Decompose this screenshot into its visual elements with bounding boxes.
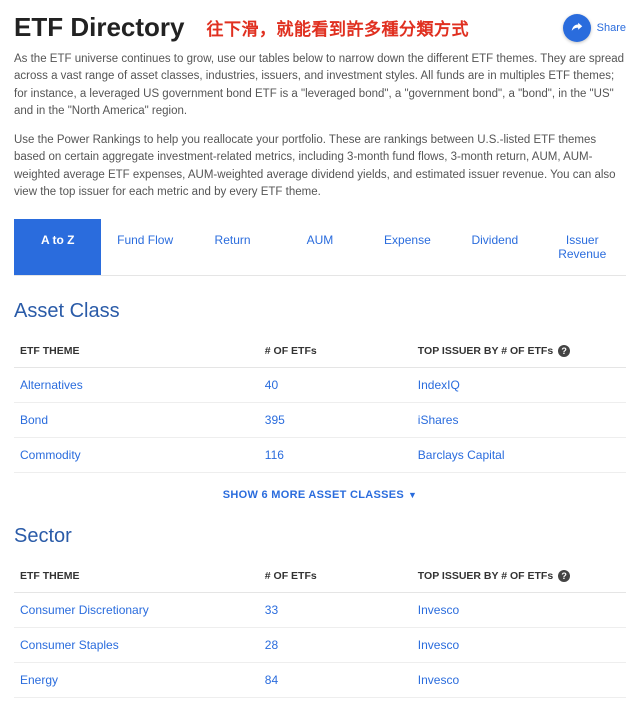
etf-count[interactable]: 33 bbox=[259, 593, 412, 628]
theme-link[interactable]: Consumer Staples bbox=[14, 628, 259, 663]
column-header-theme: ETF THEME bbox=[14, 337, 259, 368]
theme-link[interactable]: Bond bbox=[14, 403, 259, 438]
issuer-link[interactable]: IndexIQ bbox=[412, 368, 626, 403]
table-row: Energy84Invesco bbox=[14, 663, 626, 698]
tab-a-to-z[interactable]: A to Z bbox=[14, 219, 101, 275]
intro-paragraph-2: Use the Power Rankings to help you reall… bbox=[14, 132, 626, 201]
issuer-link[interactable]: iShares bbox=[412, 403, 626, 438]
tab-issuer-revenue[interactable]: Issuer Revenue bbox=[539, 219, 626, 275]
tab-fund-flow[interactable]: Fund Flow bbox=[101, 219, 188, 275]
tab-expense[interactable]: Expense bbox=[364, 219, 451, 275]
column-header-theme: ETF THEME bbox=[14, 562, 259, 593]
table-row: Commodity116Barclays Capital bbox=[14, 438, 626, 473]
etf-count[interactable]: 395 bbox=[259, 403, 412, 438]
etf-count[interactable]: 28 bbox=[259, 628, 412, 663]
issuer-link[interactable]: Invesco bbox=[412, 663, 626, 698]
issuer-link[interactable]: Invesco bbox=[412, 628, 626, 663]
table-row: Bond395iShares bbox=[14, 403, 626, 438]
column-header-count: # OF ETFs bbox=[259, 337, 412, 368]
theme-link[interactable]: Energy bbox=[14, 663, 259, 698]
column-header-count: # OF ETFs bbox=[259, 562, 412, 593]
table-row: Alternatives40IndexIQ bbox=[14, 368, 626, 403]
data-table: ETF THEME# OF ETFsTOP ISSUER BY # OF ETF… bbox=[14, 562, 626, 698]
column-header-issuer: TOP ISSUER BY # OF ETFs ? bbox=[412, 337, 626, 368]
column-header-issuer: TOP ISSUER BY # OF ETFs ? bbox=[412, 562, 626, 593]
issuer-link[interactable]: Invesco bbox=[412, 593, 626, 628]
tab-aum[interactable]: AUM bbox=[276, 219, 363, 275]
table-row: Consumer Discretionary33Invesco bbox=[14, 593, 626, 628]
etf-count[interactable]: 116 bbox=[259, 438, 412, 473]
page-title: ETF Directory bbox=[14, 12, 185, 43]
share-label[interactable]: Share bbox=[597, 22, 626, 34]
etf-count[interactable]: 84 bbox=[259, 663, 412, 698]
help-icon[interactable]: ? bbox=[558, 570, 570, 582]
annotation-text: 往下滑，就能看到許多種分類方式 bbox=[207, 15, 470, 40]
section-title: Sector bbox=[14, 525, 626, 548]
intro-paragraph-1: As the ETF universe continues to grow, u… bbox=[14, 51, 626, 120]
issuer-link[interactable]: Barclays Capital bbox=[412, 438, 626, 473]
theme-link[interactable]: Commodity bbox=[14, 438, 259, 473]
etf-count[interactable]: 40 bbox=[259, 368, 412, 403]
chevron-down-icon: ▼ bbox=[408, 490, 417, 500]
tab-return[interactable]: Return bbox=[189, 219, 276, 275]
share-button[interactable] bbox=[563, 14, 591, 42]
show-more-button[interactable]: SHOW 6 MORE ASSET CLASSES▼ bbox=[14, 479, 626, 525]
theme-link[interactable]: Consumer Discretionary bbox=[14, 593, 259, 628]
tab-dividend[interactable]: Dividend bbox=[451, 219, 538, 275]
section-title: Asset Class bbox=[14, 300, 626, 323]
theme-link[interactable]: Alternatives bbox=[14, 368, 259, 403]
tab-bar: A to ZFund FlowReturnAUMExpenseDividendI… bbox=[14, 219, 626, 276]
data-table: ETF THEME# OF ETFsTOP ISSUER BY # OF ETF… bbox=[14, 337, 626, 473]
help-icon[interactable]: ? bbox=[558, 345, 570, 357]
share-icon bbox=[570, 21, 584, 35]
table-row: Consumer Staples28Invesco bbox=[14, 628, 626, 663]
